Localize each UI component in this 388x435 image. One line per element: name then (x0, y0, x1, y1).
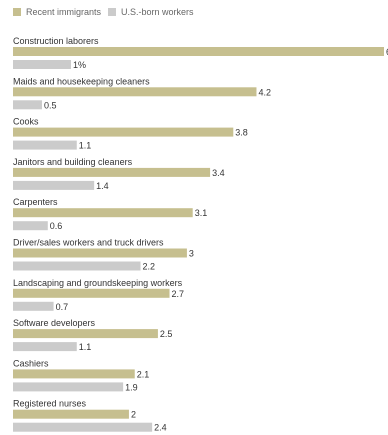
category-label-registered-nurses: Registered nurses (13, 399, 87, 409)
value-label-u-s-born-workers-janitors-and-building-cleaners: 1.4 (96, 181, 109, 191)
category-label-landscaping-and-groundskeeping-workers: Landscaping and groundskeeping workers (13, 278, 183, 288)
category-label-cashiers: Cashiers (13, 358, 49, 368)
bar-recent-immigrants-maids-and-housekeeping-cleaners (13, 87, 256, 96)
bar-recent-immigrants-registered-nurses (13, 410, 129, 419)
bar-u-s-born-workers-carpenters (13, 221, 48, 230)
bar-u-s-born-workers-janitors-and-building-cleaners (13, 181, 94, 190)
value-label-recent-immigrants-cashiers: 2.1 (137, 369, 150, 379)
value-label-recent-immigrants-software-developers: 2.5 (160, 329, 173, 339)
value-label-u-s-born-workers-registered-nurses: 2.4 (154, 423, 167, 433)
value-label-u-s-born-workers-landscaping-and-groundskeeping-workers: 0.7 (56, 302, 69, 312)
value-label-u-s-born-workers-construction-laborers: 1% (73, 60, 86, 70)
bar-u-s-born-workers-construction-laborers (13, 60, 71, 69)
bar-u-s-born-workers-software-developers (13, 342, 77, 351)
category-label-janitors-and-building-cleaners: Janitors and building cleaners (13, 157, 133, 167)
legend-swatch-us-born-workers (108, 8, 116, 16)
legend-label-recent-immigrants: Recent immigrants (26, 7, 102, 17)
bar-recent-immigrants-software-developers (13, 329, 158, 338)
category-label-carpenters: Carpenters (13, 197, 58, 207)
category-label-software-developers: Software developers (13, 318, 96, 328)
category-label-cooks: Cooks (13, 117, 39, 127)
category-label-maids-and-housekeeping-cleaners: Maids and housekeeping cleaners (13, 76, 150, 86)
category-label-driver-sales-workers-and-truck-drivers: Driver/sales workers and truck drivers (13, 238, 164, 248)
bar-recent-immigrants-janitors-and-building-cleaners (13, 168, 210, 177)
bars-group: Construction laborers61%Maids and housek… (13, 36, 388, 433)
legend-swatch-recent-immigrants (13, 8, 21, 16)
bar-recent-immigrants-driver-sales-workers-and-truck-drivers (13, 249, 187, 258)
category-label-construction-laborers: Construction laborers (13, 36, 99, 46)
bar-u-s-born-workers-cooks (13, 141, 77, 150)
value-label-recent-immigrants-carpenters: 3.1 (195, 208, 208, 218)
value-label-u-s-born-workers-driver-sales-workers-and-truck-drivers: 2.2 (143, 262, 156, 272)
value-label-u-s-born-workers-software-developers: 1.1 (79, 342, 92, 352)
value-label-u-s-born-workers-cashiers: 1.9 (125, 382, 138, 392)
value-label-u-s-born-workers-maids-and-housekeeping-cleaners: 0.5 (44, 100, 57, 110)
value-label-u-s-born-workers-cooks: 1.1 (79, 141, 92, 151)
value-label-recent-immigrants-registered-nurses: 2 (131, 410, 136, 420)
bar-recent-immigrants-construction-laborers (13, 47, 384, 56)
value-label-recent-immigrants-cooks: 3.8 (235, 128, 248, 138)
bar-u-s-born-workers-maids-and-housekeeping-cleaners (13, 100, 42, 109)
bar-u-s-born-workers-registered-nurses (13, 423, 152, 432)
bar-u-s-born-workers-cashiers (13, 382, 123, 391)
bar-recent-immigrants-cashiers (13, 369, 135, 378)
bar-recent-immigrants-carpenters (13, 208, 193, 217)
value-label-recent-immigrants-driver-sales-workers-and-truck-drivers: 3 (189, 249, 194, 259)
legend-label-us-born-workers: U.S.-born workers (121, 7, 194, 17)
value-label-recent-immigrants-janitors-and-building-cleaners: 3.4 (212, 168, 225, 178)
value-label-recent-immigrants-landscaping-and-groundskeeping-workers: 2.7 (172, 289, 185, 299)
bar-recent-immigrants-cooks (13, 128, 233, 137)
bar-u-s-born-workers-driver-sales-workers-and-truck-drivers (13, 262, 141, 271)
value-label-u-s-born-workers-carpenters: 0.6 (50, 221, 63, 231)
bar-u-s-born-workers-landscaping-and-groundskeeping-workers (13, 302, 54, 311)
value-label-recent-immigrants-maids-and-housekeeping-cleaners: 4.2 (258, 87, 271, 97)
legend: Recent immigrants U.S.-born workers (13, 7, 194, 17)
bar-recent-immigrants-landscaping-and-groundskeeping-workers (13, 289, 170, 298)
